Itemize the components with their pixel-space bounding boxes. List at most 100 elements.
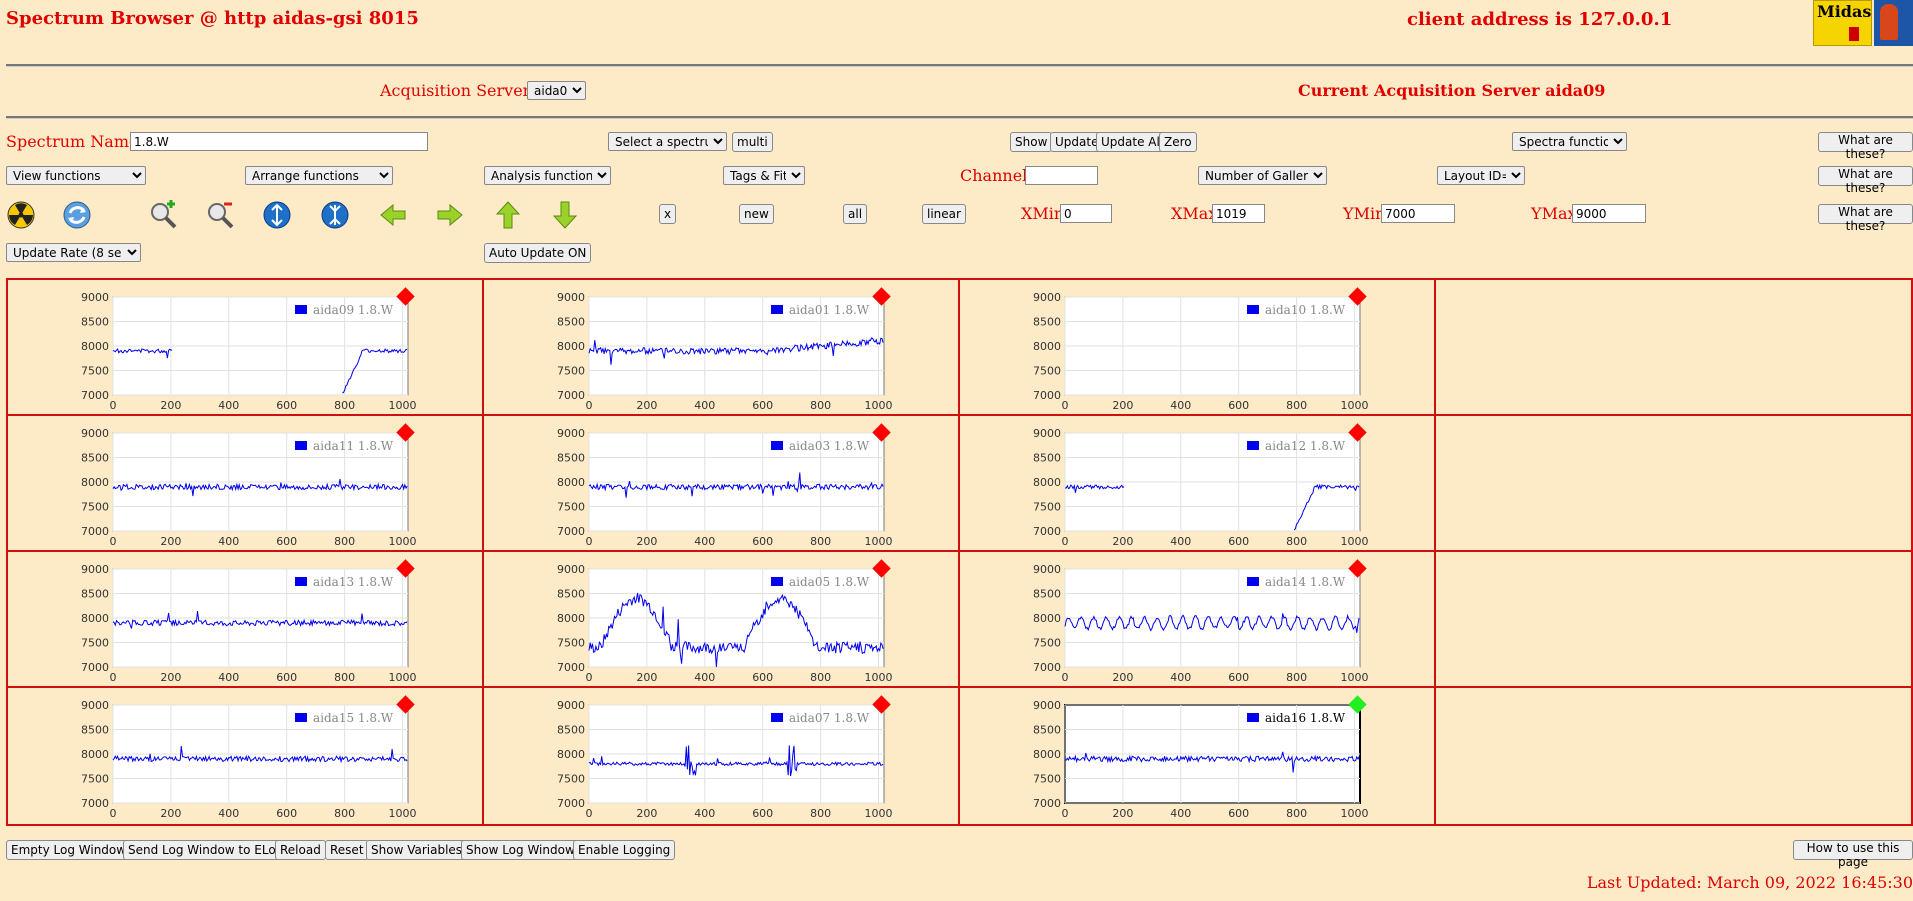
status-diamond-icon[interactable]	[872, 287, 891, 306]
spectrum-cell[interactable]: 9000 8500 8000 7500 7000 0 200 400 600 800 1000 aid…	[960, 552, 1436, 688]
arrow-down-icon[interactable]	[550, 200, 580, 230]
ymin-label: YMin	[1343, 204, 1386, 223]
linear-button[interactable]: linear	[922, 204, 966, 224]
spectrum-cell[interactable]: 9000 8500 8000 7500 7000 0 200 400 600 800 1000 aid…	[960, 280, 1436, 416]
spectrum-cell[interactable]: 9000 8500 8000 7500 7000 0 200 400 600 800 1000 aid…	[484, 280, 960, 416]
x-tick-label: 1000	[388, 671, 416, 684]
spectrum-cell[interactable]: 9000 8500 8000 7500 7000 0 200 400 600 800 1000 aid…	[8, 688, 484, 824]
spectrum-trace	[588, 592, 884, 668]
empty-log-window-button[interactable]: Empty Log Window	[6, 840, 132, 860]
arrow-left-icon[interactable]	[378, 200, 408, 230]
send-log-to-elog-button[interactable]: Send Log Window to ELog	[123, 840, 289, 860]
refresh-icon[interactable]	[62, 200, 92, 230]
acquisition-divider	[6, 116, 1913, 119]
view-functions-dropdown[interactable]: View functions	[6, 166, 146, 185]
xmax-input[interactable]	[1212, 204, 1265, 223]
what-are-these-button-2[interactable]: What are these?	[1818, 166, 1913, 195]
xmin-input[interactable]	[1060, 204, 1112, 223]
spectrum-cell[interactable]: 9000 8500 8000 7500 7000 0 200 400 600 800 1000 aid…	[8, 416, 484, 552]
number-of-galleries-dropdown[interactable]: Number of Galleries	[1198, 166, 1327, 185]
status-diamond-icon[interactable]	[1348, 559, 1367, 578]
y-tick-label: 9000	[81, 563, 109, 576]
spectrum-trace	[588, 337, 884, 365]
zoom-in-icon[interactable]	[148, 200, 178, 230]
arrange-functions-dropdown[interactable]: Arrange functions	[245, 166, 393, 185]
status-diamond-icon[interactable]	[396, 695, 415, 714]
x-tick-label: 1000	[388, 535, 416, 548]
arrow-right-icon[interactable]	[435, 200, 465, 230]
y-tick-label: 7500	[557, 773, 585, 786]
status-diamond-icon[interactable]	[1348, 695, 1367, 714]
spectrum-cell[interactable]: 9000 8500 8000 7500 7000 0 200 400 600 800 1000 aid…	[8, 552, 484, 688]
zero-button[interactable]: Zero	[1159, 132, 1197, 152]
expand-vertical-icon[interactable]	[262, 200, 292, 230]
enable-logging-button[interactable]: Enable Logging	[573, 840, 676, 860]
spectrum-trace	[1064, 613, 1360, 633]
y-tick-label: 7000	[1033, 525, 1061, 538]
select-spectrum-dropdown[interactable]: Select a spectrum	[608, 132, 727, 151]
compress-vertical-icon[interactable]	[320, 200, 350, 230]
show-variables-button[interactable]: Show Variables	[366, 840, 468, 860]
status-diamond-icon[interactable]	[872, 423, 891, 442]
spectrum-name-input[interactable]	[130, 132, 428, 151]
y-tick-label: 8000	[81, 476, 109, 489]
x-tick-label: 200	[160, 807, 181, 820]
spectrum-cell[interactable]: 9000 8500 8000 7500 7000 0 200 400 600 800 1000 aid…	[960, 688, 1436, 824]
status-diamond-icon[interactable]	[396, 287, 415, 306]
y-tick-label: 9000	[81, 699, 109, 712]
status-diamond-icon[interactable]	[1348, 287, 1367, 306]
y-tick-label: 7000	[1033, 797, 1061, 810]
y-tick-label: 9000	[81, 291, 109, 304]
analysis-functions-dropdown[interactable]: Analysis functions	[484, 166, 611, 185]
x-button[interactable]: x	[659, 204, 677, 224]
radiation-icon[interactable]	[6, 200, 36, 230]
spectrum-cell[interactable]: 9000 8500 8000 7500 7000 0 200 400 600 800 1000 aid…	[484, 688, 960, 824]
layout-id-dropdown[interactable]: Layout ID=7	[1437, 166, 1525, 185]
ymin-input[interactable]	[1381, 204, 1455, 223]
status-diamond-icon[interactable]	[872, 559, 891, 578]
update-all-button[interactable]: Update All	[1096, 132, 1169, 152]
tags-fits-dropdown[interactable]: Tags & Fits	[723, 166, 805, 185]
what-are-these-button-1[interactable]: What are these?	[1818, 132, 1913, 161]
auto-update-button[interactable]: Auto Update ON	[484, 243, 592, 263]
spectrum-cell[interactable]: 9000 8500 8000 7500 7000 0 200 400 600 800 1000 aid…	[484, 416, 960, 552]
how-to-use-button[interactable]: How to use this page	[1793, 840, 1913, 869]
reset-button[interactable]: Reset	[325, 840, 369, 860]
multi-button[interactable]: multi	[732, 132, 773, 152]
show-button[interactable]: Show	[1010, 132, 1053, 152]
status-diamond-icon[interactable]	[396, 559, 415, 578]
arrow-up-icon[interactable]	[493, 200, 523, 230]
channel-input[interactable]	[1025, 166, 1098, 185]
y-tick-label: 8500	[81, 588, 109, 601]
acquisition-server-select[interactable]: aida09	[527, 81, 586, 100]
reload-button[interactable]: Reload	[275, 840, 326, 860]
update-rate-dropdown[interactable]: Update Rate (8 secs)	[6, 243, 141, 262]
ymax-input[interactable]	[1572, 204, 1646, 223]
status-diamond-icon[interactable]	[872, 695, 891, 714]
all-button[interactable]: all	[843, 204, 868, 224]
update-button[interactable]: Update	[1050, 132, 1104, 152]
status-diamond-icon[interactable]	[1348, 423, 1367, 442]
spectrum-cell[interactable]: 9000 8500 8000 7500 7000 0 200 400 600 800 1000 aid…	[484, 552, 960, 688]
zoom-out-icon[interactable]	[205, 200, 235, 230]
what-are-these-button-3[interactable]: What are these?	[1818, 204, 1913, 233]
new-button[interactable]: new	[739, 204, 774, 224]
spectrum-cell[interactable]: 9000 8500 8000 7500 7000 0 200 400 600 800 1000 aid…	[8, 280, 484, 416]
legend-swatch	[1247, 577, 1259, 586]
spectrum-cell[interactable]: 9000 8500 8000 7500 7000 0 200 400 600 800 1000 aid…	[960, 416, 1436, 552]
show-log-window-button[interactable]: Show Log Window	[461, 840, 580, 860]
status-diamond-icon[interactable]	[396, 423, 415, 442]
spectra-functions-dropdown[interactable]: Spectra functions	[1512, 132, 1627, 151]
